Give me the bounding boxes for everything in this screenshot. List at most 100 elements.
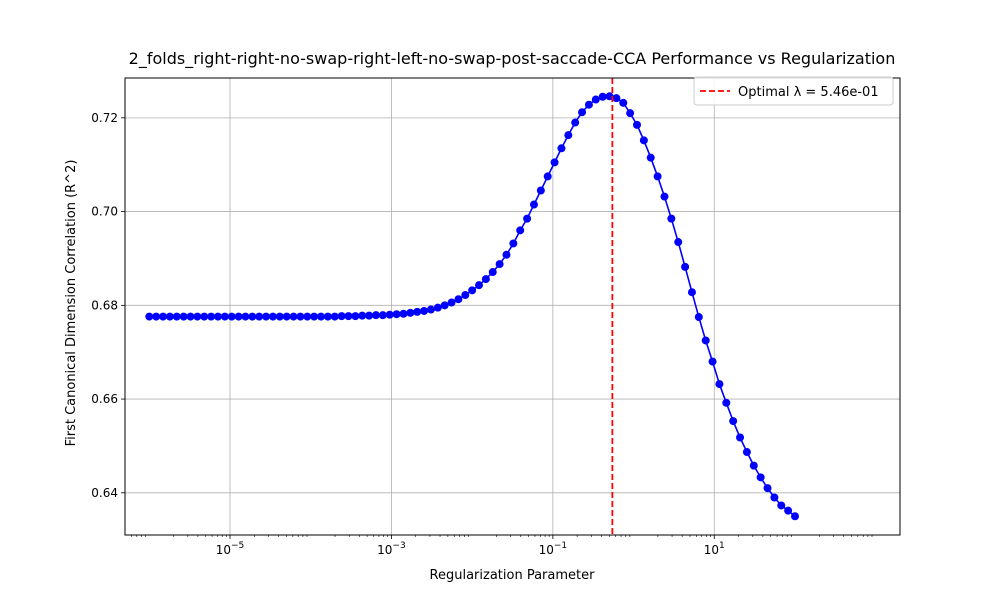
data-point: [241, 312, 250, 321]
data-point: [186, 312, 195, 321]
data-point: [660, 192, 669, 201]
data-point: [461, 291, 470, 300]
data-point: [213, 312, 222, 321]
data-point: [626, 109, 635, 118]
data-point: [481, 275, 490, 284]
data-point: [694, 313, 703, 322]
x-tick-label: 10−1: [539, 541, 568, 557]
legend: Optimal λ = 5.46e-01: [693, 76, 894, 106]
data-point: [488, 268, 497, 277]
data-point: [715, 380, 724, 389]
data-point: [406, 308, 415, 317]
data-point: [220, 312, 229, 321]
data-point: [399, 309, 408, 318]
data-point: [784, 506, 793, 515]
data-point: [529, 200, 538, 209]
y-tick-label: 0.68: [91, 298, 118, 312]
data-point: [282, 312, 291, 321]
data-point: [426, 305, 435, 314]
data-point: [475, 281, 484, 290]
data-point: [736, 433, 745, 442]
data-point: [179, 312, 188, 321]
data-point: [159, 312, 168, 321]
data-point: [598, 92, 607, 101]
data-point: [447, 298, 456, 307]
data-point: [344, 312, 353, 321]
data-point: [248, 312, 257, 321]
data-point: [564, 131, 573, 140]
data-point: [200, 312, 209, 321]
data-point: [371, 311, 380, 320]
data-point: [268, 312, 277, 321]
data-point: [543, 172, 552, 181]
data-point: [262, 312, 271, 321]
data-point: [255, 312, 264, 321]
data-point: [289, 312, 298, 321]
data-point: [207, 312, 216, 321]
data-point: [523, 214, 532, 223]
data-point: [578, 108, 587, 117]
data-point: [550, 158, 559, 167]
data-point: [365, 311, 374, 320]
data-point: [234, 312, 243, 321]
data-point: [172, 312, 181, 321]
data-point: [296, 312, 305, 321]
data-point: [502, 250, 511, 259]
x-tick-label: 10−5: [216, 541, 245, 557]
data-point: [790, 512, 799, 521]
x-axis-ticks: 10−5 10−3 10−1 101: [131, 535, 873, 557]
data-point: [571, 118, 580, 127]
plot-area: [145, 78, 799, 535]
data-point: [152, 312, 161, 321]
data-point: [310, 312, 319, 321]
data-point: [722, 398, 731, 407]
y-axis-ticks: 0.64 0.66 0.68 0.70 0.72: [91, 111, 125, 500]
data-point: [687, 288, 696, 297]
data-point: [358, 311, 367, 320]
data-point: [385, 310, 394, 319]
data-point: [468, 286, 477, 295]
data-point: [495, 260, 504, 269]
data-point: [749, 461, 758, 470]
data-point: [378, 311, 387, 320]
y-tick-label: 0.70: [91, 205, 118, 219]
data-point: [633, 120, 641, 129]
legend-box: [693, 76, 894, 106]
y-axis-label: First Canonical Dimension Correlation (R…: [64, 160, 79, 447]
data-point: [227, 312, 236, 321]
data-point: [337, 312, 346, 321]
data-point: [509, 239, 518, 248]
data-point: [323, 312, 332, 321]
data-point: [536, 186, 545, 195]
data-point: [557, 144, 566, 153]
data-point: [275, 312, 284, 321]
grid: [125, 78, 900, 535]
data-point: [612, 94, 621, 103]
data-point: [742, 448, 751, 457]
data-point: [413, 307, 422, 316]
data-point: [454, 295, 463, 304]
x-axis-label: Regularization Parameter: [430, 568, 596, 583]
data-point: [516, 226, 525, 235]
axes-frame: [124, 77, 901, 536]
data-point: [619, 98, 628, 107]
y-tick-label: 0.72: [91, 111, 118, 125]
data-point: [646, 153, 655, 162]
chart-title: 2_folds_right-right-no-swap-right-left-n…: [129, 49, 896, 69]
data-point: [708, 357, 717, 366]
y-tick-label: 0.64: [91, 486, 118, 500]
data-point: [584, 100, 593, 109]
data-point: [591, 95, 600, 104]
x-tick-label: 101: [704, 541, 725, 557]
data-point: [763, 484, 772, 493]
data-point: [433, 303, 442, 312]
data-point: [674, 238, 683, 247]
data-point: [145, 312, 154, 321]
data-point: [701, 336, 710, 345]
data-point: [303, 312, 312, 321]
data-point: [729, 417, 738, 426]
data-point: [777, 501, 786, 510]
data-point: [330, 312, 339, 321]
data-point: [165, 312, 174, 321]
